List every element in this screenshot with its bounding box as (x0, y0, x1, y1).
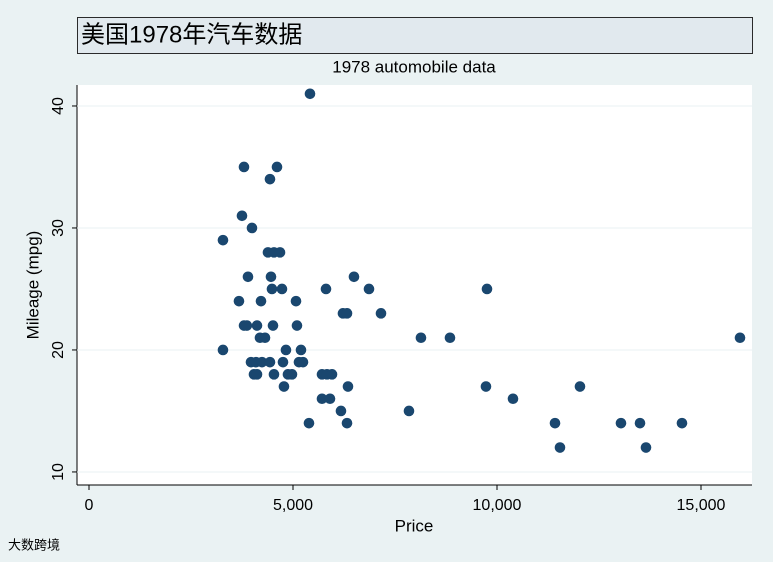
point (574, 381, 586, 392)
point (324, 393, 336, 405)
point (267, 320, 279, 331)
point (335, 405, 347, 417)
point (634, 417, 646, 429)
point (255, 295, 267, 307)
point (280, 344, 292, 356)
point (217, 344, 229, 356)
point (277, 356, 289, 368)
x-tick-label: 0 (85, 497, 94, 514)
point (303, 417, 315, 429)
x-axis-label: Price (395, 516, 434, 535)
point (615, 417, 627, 429)
y-tick-label: 20 (50, 341, 67, 359)
point (734, 332, 746, 344)
point (444, 332, 456, 344)
point (375, 308, 387, 319)
point (481, 283, 493, 295)
point (251, 320, 263, 331)
point (341, 308, 353, 319)
point (342, 381, 354, 392)
point (236, 210, 248, 222)
point (251, 369, 263, 380)
y-tick-label: 30 (50, 219, 67, 237)
y-tick-label: 10 (50, 463, 67, 481)
point (403, 405, 415, 417)
y-tick-label: 40 (50, 97, 67, 115)
point (554, 442, 566, 453)
point (233, 295, 245, 307)
point (241, 320, 253, 331)
plot-area (77, 85, 752, 485)
point (268, 369, 280, 380)
point (238, 161, 250, 173)
watermark: 大数跨境 (8, 537, 60, 552)
point (304, 88, 316, 100)
point (316, 393, 328, 405)
point (480, 381, 492, 392)
x-tick-label: 10,000 (473, 497, 522, 514)
header-box (77, 17, 753, 54)
point (297, 356, 309, 368)
point (278, 381, 290, 392)
point (676, 417, 688, 429)
chart-title: 1978 automobile data (332, 57, 496, 76)
point (507, 393, 519, 405)
x-tick-label: 15,000 (677, 497, 726, 514)
point (217, 234, 229, 246)
point (320, 283, 332, 295)
point (256, 356, 268, 368)
point (415, 332, 427, 344)
point (348, 271, 360, 283)
point (290, 295, 302, 307)
point (246, 222, 258, 234)
point (266, 283, 278, 295)
point (549, 417, 561, 429)
y-axis-label: Mileage (mpg) (23, 231, 42, 340)
point (265, 271, 277, 283)
point (295, 344, 307, 356)
point (264, 173, 276, 185)
point (341, 417, 353, 429)
point (640, 442, 652, 453)
point (274, 247, 286, 258)
point (271, 161, 283, 173)
point (276, 283, 288, 295)
point (286, 369, 298, 380)
point (242, 271, 254, 283)
header-title: 美国1978年汽车数据 (81, 21, 302, 48)
point (264, 356, 276, 368)
point (259, 332, 271, 344)
point (326, 369, 338, 380)
x-tick-label: 5,000 (273, 497, 313, 514)
point (363, 283, 375, 295)
point (291, 320, 303, 331)
